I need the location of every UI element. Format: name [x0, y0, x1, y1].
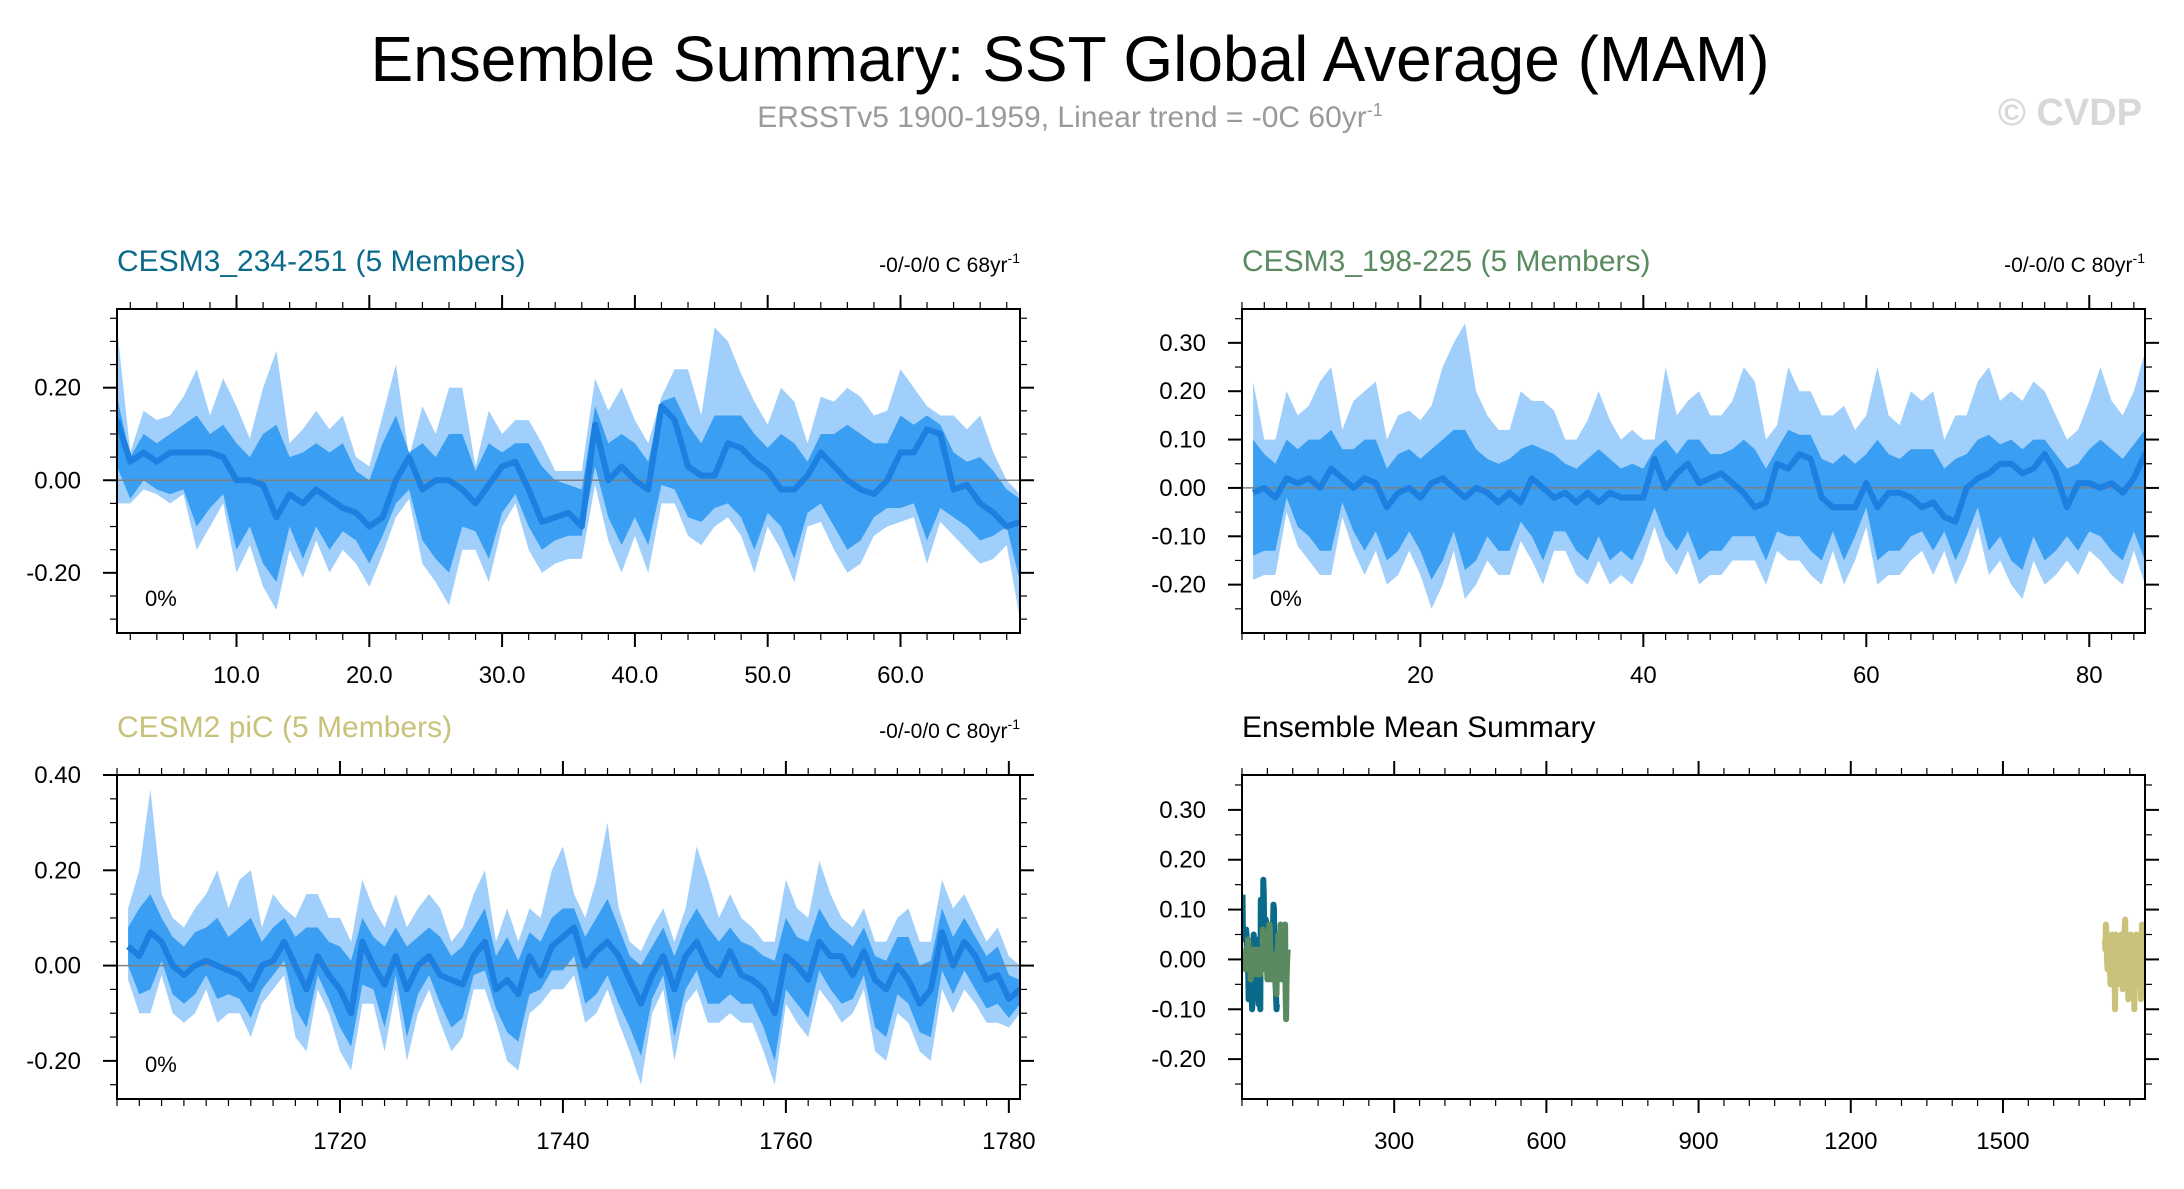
panel-title: CESM2 piC (5 Members)	[117, 711, 452, 744]
trend-label-exponent: -1	[2133, 250, 2146, 266]
plot-frame	[116, 774, 1021, 1100]
panel-title: CESM3_198-225 (5 Members)	[1242, 245, 1651, 278]
plot-frame	[116, 308, 1021, 634]
trend-label-text: -0/-0/0 C 80yr	[879, 720, 1007, 743]
trend-label: -0/-0/0 C 80yr-1	[2004, 250, 2145, 277]
x-tick-label: 1740	[536, 1128, 589, 1155]
y-tick-label: 0.30	[1159, 797, 1206, 824]
figure-title: Ensemble Summary: SST Global Average (MA…	[370, 23, 1770, 95]
subtitle-exponent: -1	[1366, 100, 1383, 120]
y-tick-label: -0.20	[1151, 572, 1206, 599]
percent-label: 0%	[145, 1052, 177, 1077]
y-tick-label: 0.20	[34, 375, 81, 402]
chart-panel-bottom-left: CESM2 piC (5 Members) -0/-0/0 C 80yr-1 0% 0…	[26, 711, 1035, 1155]
trend-label: -0/-0/0 C 80yr-1	[879, 716, 1020, 743]
x-tick-label: 40.0	[612, 662, 659, 689]
x-tick-label: 1760	[759, 1128, 812, 1155]
x-tick-label: 40	[1630, 662, 1657, 689]
plot-area	[1242, 323, 2145, 609]
ensemble-mean-line	[117, 403, 1020, 530]
chart-panel-top-right: CESM3_198-225 (5 Members) -0/-0/0 C 80yr-…	[1151, 245, 2159, 689]
y-tick-label: 0.20	[1159, 378, 1206, 405]
y-tick-label: 0.00	[34, 953, 81, 980]
plot-frame	[1241, 774, 2146, 1100]
percent-label: 0%	[145, 586, 177, 611]
plot-frame	[1241, 308, 2146, 634]
y-tick-label: 0.00	[1159, 475, 1206, 502]
percent-label: 0%	[1270, 586, 1302, 611]
y-tick-label: 0.30	[1159, 330, 1206, 357]
x-tick-label: 1500	[1976, 1128, 2029, 1155]
panel-title: CESM3_234-251 (5 Members)	[117, 245, 526, 278]
x-tick-label: 1720	[313, 1128, 366, 1155]
x-tick-label: 1200	[1824, 1128, 1877, 1155]
y-tick-label: -0.20	[26, 560, 81, 587]
y-tick-label: 0.00	[1159, 946, 1206, 973]
ensemble-mean-line	[1251, 451, 2145, 525]
ensemble-mean-line	[126, 924, 1020, 1017]
plot-area	[117, 327, 1020, 620]
x-tick-label: 30.0	[479, 662, 526, 689]
chart-panel-bottom-right: Ensemble Mean Summary 0.30 0.20 0.10 0.00 -0.…	[1151, 711, 2159, 1155]
y-tick-label: -0.10	[1151, 523, 1206, 550]
plot-area	[1242, 876, 2145, 1023]
y-tick-label: 0.10	[1159, 897, 1206, 924]
ensemble-spread-band	[128, 894, 1020, 1061]
trend-label-exponent: -1	[1008, 716, 1021, 732]
x-tick-label: 1780	[982, 1128, 1035, 1155]
ensemble-spread-band	[117, 396, 1020, 583]
y-tick-label: 0.20	[1159, 847, 1206, 874]
ensemble-spread-band	[1253, 429, 2145, 580]
x-tick-label: 80	[2076, 662, 2103, 689]
y-tick-label: -0.20	[1151, 1046, 1206, 1073]
x-tick-label: 60.0	[877, 662, 924, 689]
trend-label-text: -0/-0/0 C 80yr	[2004, 254, 2132, 277]
subtitle-text: ERSSTv5 1900-1959, Linear trend = -0C 60…	[757, 101, 1367, 134]
trend-label-text: -0/-0/0 C 68yr	[879, 254, 1007, 277]
x-tick-label: 20	[1407, 662, 1434, 689]
y-tick-label: -0.10	[1151, 996, 1206, 1023]
x-tick-label: 600	[1526, 1128, 1566, 1155]
cvdp-watermark: © CVDP	[1997, 92, 2142, 134]
x-tick-label: 300	[1374, 1128, 1414, 1155]
chart-panel-top-left: CESM3_234-251 (5 Members) -0/-0/0 C 68yr-…	[26, 245, 1034, 689]
x-tick-label: 60	[1853, 662, 1880, 689]
figure-subtitle: ERSSTv5 1900-1959, Linear trend = -0C 60…	[0, 100, 2140, 135]
summary-line-cesm3-198-225	[1242, 921, 1291, 1023]
y-tick-label: 0.40	[34, 762, 81, 789]
y-tick-label: 0.00	[34, 467, 81, 494]
x-tick-label: 50.0	[744, 662, 791, 689]
y-tick-label: 0.20	[34, 857, 81, 884]
trend-label-exponent: -1	[1008, 250, 1021, 266]
summary-line-cesm2-pic	[2101, 916, 2145, 1013]
x-tick-label: 10.0	[213, 662, 260, 689]
y-tick-label: -0.20	[26, 1048, 81, 1075]
y-tick-label: 0.10	[1159, 427, 1206, 454]
x-tick-label: 20.0	[346, 662, 393, 689]
trend-label: -0/-0/0 C 68yr-1	[879, 250, 1020, 277]
plot-area	[117, 789, 1020, 1085]
panel-title: Ensemble Mean Summary	[1242, 711, 1595, 744]
x-tick-label: 900	[1679, 1128, 1719, 1155]
